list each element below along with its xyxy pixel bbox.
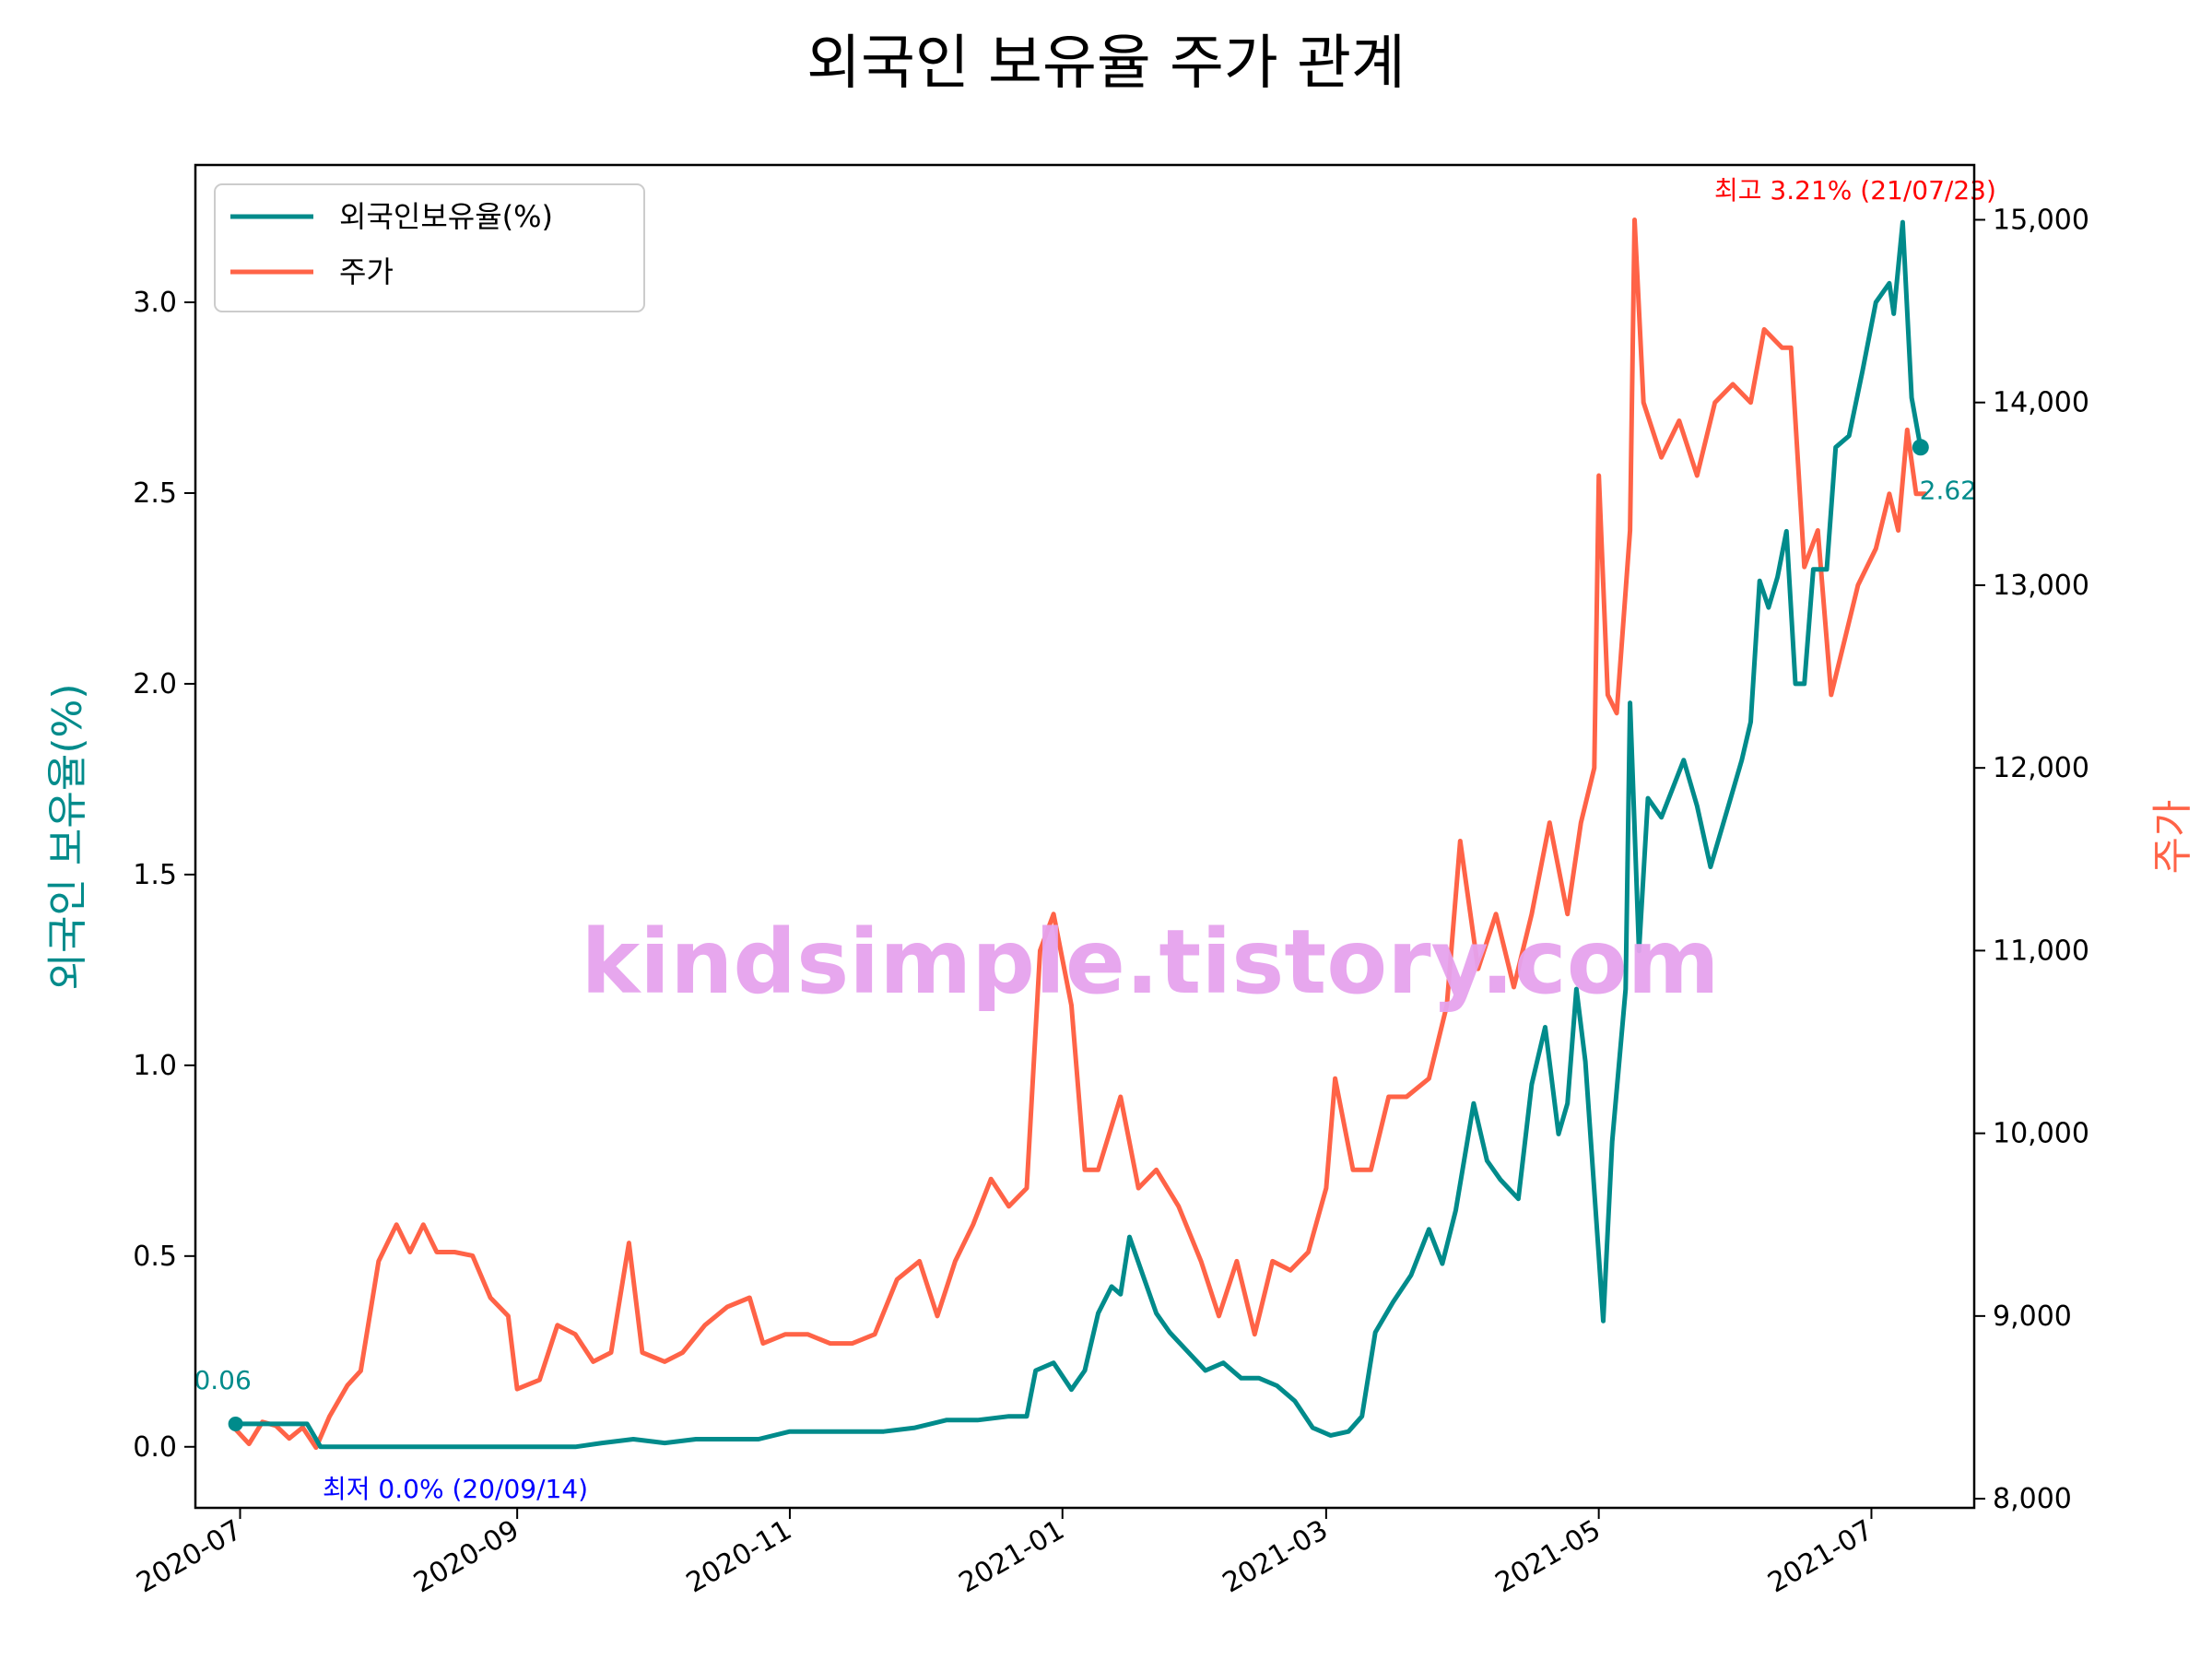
y-axis-right-label: 주가 [2149,800,2196,875]
y-right-tick-label: 15,000 [1993,204,2089,236]
y-left-tick-label: 1.0 [133,1050,177,1082]
legend: 외국인보유율(%) 주가 [214,183,645,312]
series-layer [233,218,1928,1451]
min-annotation: 최저 0.0% (20/09/14) [323,1474,588,1504]
start-value-label: 0.06 [194,1365,251,1395]
legend-box [214,183,645,312]
start-point-marker [228,1416,243,1431]
y-right-tick-label: 8,000 [1993,1483,2072,1515]
y-right-tick-label: 14,000 [1993,387,2089,419]
series-line-price [233,218,1928,1451]
plot-frame [194,163,1976,1510]
max-annotation: 최고 3.21% (21/07/23) [1714,175,1996,206]
legend-label-price: 주가 [339,254,394,289]
y-left-tick-label: 0.5 [133,1241,177,1273]
annotations-layer: 0.06 2.62 최저 0.0% (20/09/14) 최고 3.21% (21/0… [194,175,1995,1504]
y-right-tick-label: 10,000 [1993,1118,2089,1150]
y-left-tick-label: 2.0 [133,668,177,700]
y-left-tick-label: 0.0 [133,1431,177,1464]
series-line-foreign-ownership [233,219,1924,1450]
y-left-tick-label: 3.0 [133,287,177,319]
y-right-tick-label: 11,000 [1993,935,2089,967]
end-value-label: 2.62 [1920,475,1977,505]
chart-title: 외국인 보유율 주가 관계 [806,29,1406,98]
end-point-marker [1912,439,1929,456]
y-right-tick-label: 12,000 [1993,752,2089,784]
y-left-tick-label: 1.5 [133,859,177,891]
y-right-tick-label: 9,000 [1993,1300,2072,1333]
y-left-tick-label: 2.5 [133,477,177,510]
y-axis-left-label: 외국인 보유율(%) [44,683,91,990]
legend-label-foreign: 외국인보유율(%) [339,199,553,234]
y-right-tick-label: 13,000 [1993,570,2089,602]
watermark: kindsimple.tistory.com [581,911,1719,1014]
